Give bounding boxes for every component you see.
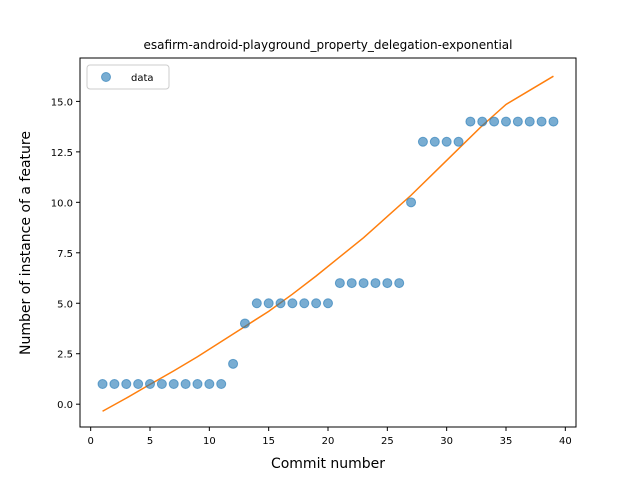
data-point — [453, 136, 464, 147]
data-point — [133, 379, 144, 390]
data-point — [417, 136, 428, 147]
x-tick-label: 30 — [440, 436, 453, 447]
data-point — [168, 379, 179, 390]
data-point — [228, 358, 239, 369]
y-tick-label: 7.5 — [57, 249, 73, 260]
data-point — [97, 379, 108, 390]
data-point — [548, 116, 559, 127]
data-point — [323, 298, 333, 309]
data-point — [346, 278, 357, 289]
data-point — [394, 278, 405, 289]
data-point — [275, 298, 286, 309]
x-axis-title: Commit number — [271, 456, 385, 472]
data-point — [145, 379, 156, 390]
y-tick-label: 2.5 — [57, 350, 73, 361]
data-point — [263, 298, 274, 309]
data-point — [216, 379, 227, 390]
data-point — [204, 379, 215, 390]
x-tick-label: 25 — [381, 436, 394, 447]
data-point — [429, 136, 440, 147]
data-point — [524, 116, 535, 127]
x-tick-label: 10 — [203, 436, 216, 447]
data-point — [441, 136, 452, 147]
data-point — [180, 379, 191, 390]
plot-area: 0 5 10 15 20 25 30 35 40 0.0 2.5 5.0 7.5 10.0 12.5 15.0… — [51, 57, 577, 447]
fit-line — [102, 75, 554, 412]
x-tick-label: 40 — [559, 436, 572, 447]
y-tick-label: 12.5 — [51, 148, 73, 159]
data-point — [311, 298, 322, 309]
data-point — [489, 116, 500, 127]
data-point — [156, 379, 167, 390]
data-point — [121, 379, 132, 390]
data-point — [406, 197, 417, 208]
legend-label: data — [131, 73, 154, 84]
data-point — [512, 116, 523, 127]
data-point — [465, 116, 476, 127]
data-point — [536, 116, 547, 127]
x-tick-label: 5 — [147, 436, 153, 447]
legend-box — [86, 64, 170, 90]
x-tick-label: 35 — [500, 436, 513, 447]
data-point — [109, 379, 120, 390]
data-point — [239, 318, 250, 329]
data-point — [299, 298, 310, 309]
data-point — [251, 298, 262, 309]
x-tick-label: 15 — [262, 436, 275, 447]
y-axis-title: Number of instance of a feature — [18, 131, 34, 355]
legend-marker — [101, 72, 111, 82]
x-tick-label: 0 — [87, 436, 93, 447]
y-tick-label: 15.0 — [51, 97, 73, 108]
data-point — [287, 298, 298, 309]
data-point — [358, 278, 369, 289]
data-point — [500, 116, 511, 127]
y-tick-label: 0.0 — [57, 400, 73, 411]
data-point — [477, 116, 488, 127]
data-point — [192, 379, 203, 390]
y-tick-label: 10.0 — [51, 198, 73, 209]
y-tick-label: 5.0 — [57, 299, 73, 310]
data-point — [334, 278, 345, 289]
legend: data — [86, 64, 170, 90]
data-point — [370, 278, 381, 289]
x-tick-label: 20 — [322, 436, 335, 447]
chart-title: esafirm-android-playground_property_dele… — [144, 38, 513, 52]
data-point — [382, 278, 393, 289]
